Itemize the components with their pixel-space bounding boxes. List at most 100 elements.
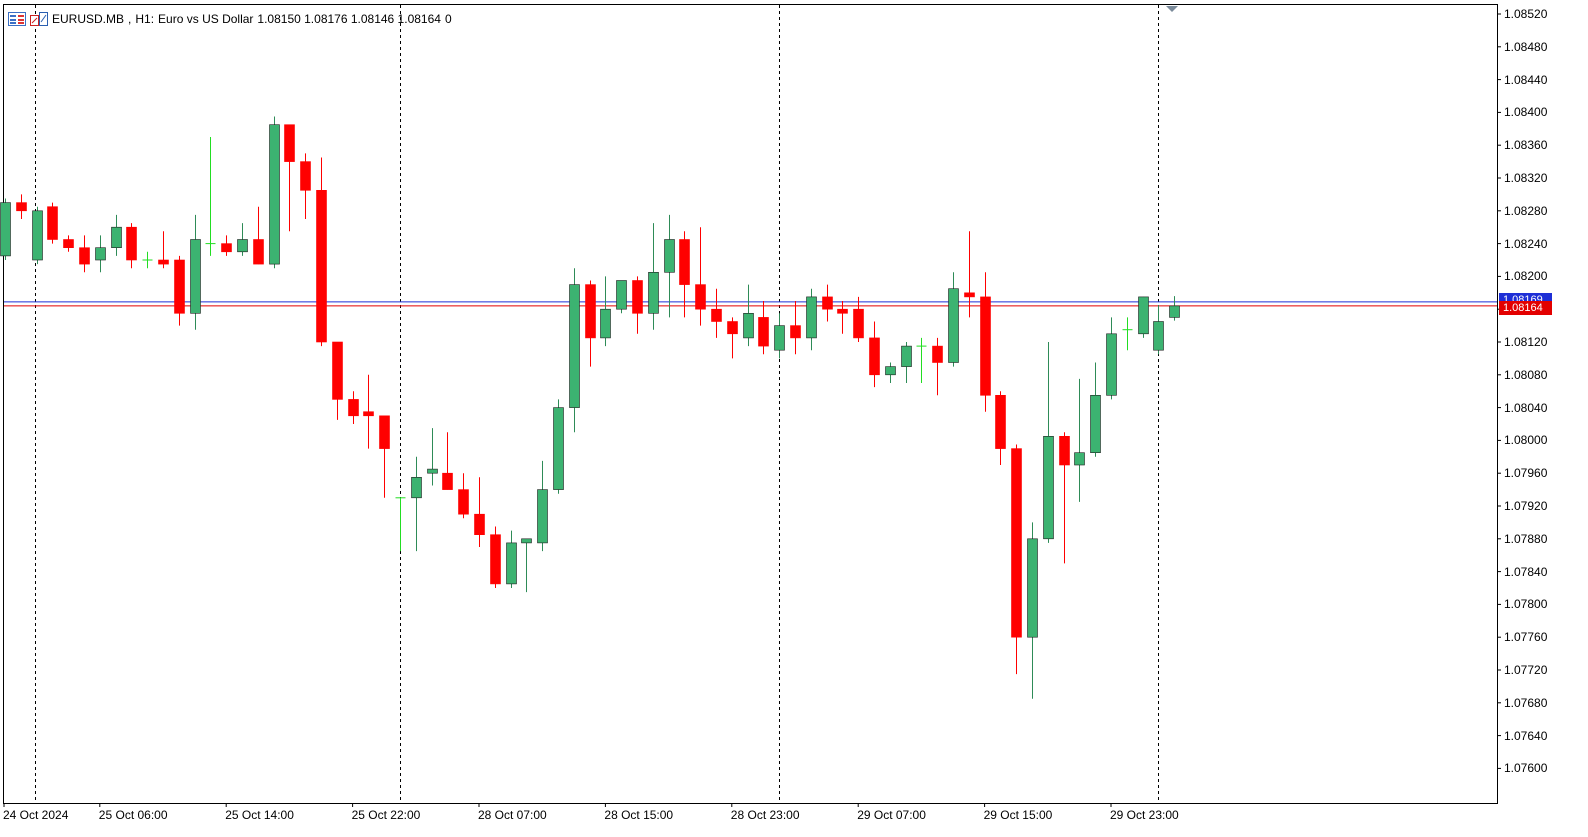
candle (442, 432, 453, 490)
candle-body (901, 345, 912, 367)
candle-body (553, 407, 564, 490)
candle-body (1106, 333, 1117, 396)
candle (569, 268, 580, 433)
candle (300, 153, 311, 219)
candle (190, 214, 201, 330)
candle-body (32, 210, 43, 261)
plot-area[interactable] (3, 4, 1498, 804)
candle (427, 428, 438, 486)
candle-body (853, 308, 864, 339)
candle-body (695, 284, 706, 310)
candle (95, 235, 106, 273)
candle-body (948, 288, 959, 363)
candle (695, 227, 706, 326)
timeframe: H1: (135, 12, 155, 26)
price-tick-label: 1.08000 (1504, 433, 1548, 448)
candle (632, 276, 643, 334)
candle (142, 251, 153, 269)
ohlc-values: 1.08150 1.08176 1.08146 1.08164 (257, 12, 441, 26)
candle-body (1043, 435, 1054, 540)
candle (885, 362, 896, 383)
candle (869, 321, 880, 388)
candle (1090, 362, 1101, 457)
candle (332, 341, 343, 420)
price-tick-label: 1.08360 (1504, 138, 1548, 153)
price-tick-label: 1.07640 (1504, 728, 1548, 743)
candle-body (1011, 448, 1022, 638)
time-tick-label: 25 Oct 22:00 (351, 808, 421, 822)
candle-body (932, 345, 943, 363)
candle (648, 223, 659, 330)
candle (205, 137, 216, 256)
price-tick-label: 1.08200 (1504, 269, 1548, 284)
candles (0, 116, 1180, 699)
candle-body (521, 538, 532, 544)
candle (853, 296, 864, 342)
candle (711, 288, 722, 338)
candle (1011, 444, 1022, 675)
candle-body (964, 292, 975, 298)
price-tick-label: 1.08080 (1504, 367, 1548, 382)
candle-body (269, 124, 280, 265)
candle (585, 280, 596, 367)
candle (474, 477, 485, 547)
candle (743, 284, 754, 347)
chart-list-icon[interactable] (8, 12, 26, 26)
candle-body (1153, 321, 1164, 351)
candle-body (1138, 296, 1149, 335)
candle-body (537, 489, 548, 544)
shift-marker-icon[interactable] (1166, 6, 1178, 12)
candle-body (348, 399, 359, 417)
candle (1106, 317, 1117, 400)
candle-body (506, 542, 517, 585)
candle-body (1059, 435, 1070, 466)
candle-body (632, 280, 643, 314)
candle-body (790, 325, 801, 339)
candle (679, 231, 690, 318)
candle (395, 497, 406, 552)
candle (537, 460, 548, 552)
candle (79, 235, 90, 273)
candle-body (885, 366, 896, 376)
candle (822, 284, 833, 322)
candle (284, 124, 295, 232)
candle (1153, 305, 1164, 355)
candle-body (237, 239, 248, 253)
price-tick-label: 1.08240 (1504, 236, 1548, 251)
price-tick-label: 1.07880 (1504, 531, 1548, 546)
time-tick-label: 29 Oct 07:00 (857, 808, 926, 822)
time-tick-label: 28 Oct 07:00 (478, 808, 547, 822)
candle (316, 157, 327, 347)
candle-body (253, 239, 264, 265)
candle (1122, 317, 1133, 351)
candle-body (126, 226, 137, 261)
candle (32, 206, 43, 265)
price-tick-label: 1.07600 (1504, 761, 1548, 776)
candle (806, 288, 817, 351)
indicator-icon[interactable] (30, 12, 48, 26)
time-tick-label: 28 Oct 15:00 (604, 808, 674, 822)
candle (237, 223, 248, 256)
candle (379, 415, 390, 498)
candle-body (1074, 452, 1085, 466)
candle (790, 301, 801, 355)
candle-body (490, 534, 501, 585)
price-tick-label: 1.08320 (1504, 171, 1548, 185)
candle-body (1027, 538, 1038, 638)
time-tick-label: 29 Oct 23:00 (1110, 808, 1179, 822)
candle (727, 317, 738, 359)
price-tick-label: 1.08440 (1504, 72, 1548, 87)
candle-body (158, 259, 169, 265)
candle-body (869, 337, 880, 376)
volume-value: 0 (444, 12, 452, 26)
time-tick-label: 25 Oct 14:00 (225, 808, 294, 822)
candle (980, 272, 991, 412)
candle (221, 235, 232, 256)
price-tick-label: 1.07960 (1504, 466, 1548, 481)
candle (253, 206, 264, 265)
price-tick-label: 1.07720 (1504, 663, 1548, 677)
price-tick-label: 1.07800 (1504, 597, 1548, 612)
candle (158, 231, 169, 269)
